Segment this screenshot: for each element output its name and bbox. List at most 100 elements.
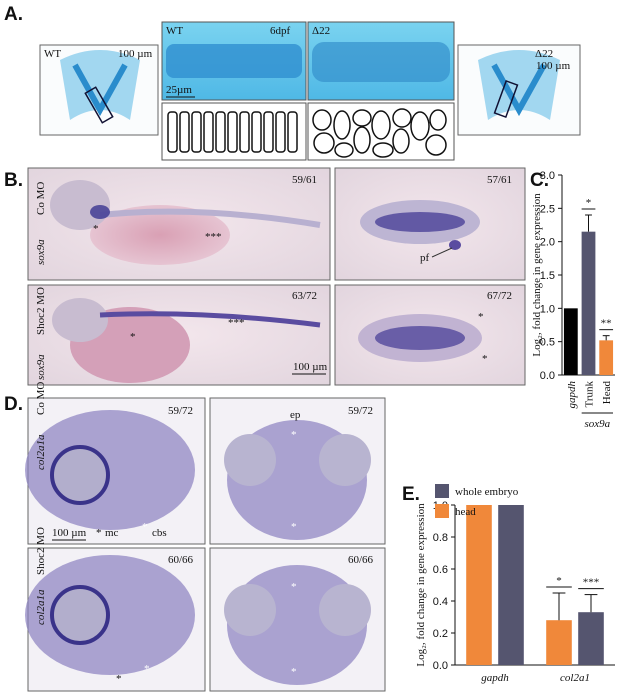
y-tick-label: 0.2	[433, 628, 448, 640]
y-tick-label: 0.0	[433, 660, 448, 672]
selection-box	[84, 86, 114, 124]
ep-label: ep	[290, 409, 301, 421]
count: 59/72	[348, 405, 373, 417]
marker: *	[291, 521, 297, 533]
cell-outlines	[167, 111, 298, 153]
y-tick-label: 0.5	[540, 337, 555, 349]
eye	[50, 585, 110, 645]
marker: *	[291, 581, 297, 593]
bar	[466, 505, 492, 665]
y-tick-label: 0.4	[433, 596, 448, 608]
bar	[599, 340, 614, 375]
y-tick-label: 2.0	[540, 237, 555, 249]
significance: ***	[583, 577, 600, 589]
bar	[498, 505, 524, 665]
count: 59/72	[168, 405, 193, 417]
cartilage	[72, 63, 128, 117]
legend-label: whole embryo	[455, 486, 519, 498]
head	[50, 180, 110, 230]
pointer	[431, 247, 453, 258]
probe: sox9a	[35, 354, 47, 380]
marker: *	[93, 223, 99, 235]
condition: Co MO	[35, 382, 47, 415]
mc-label: mc	[105, 527, 119, 539]
legend-swatch	[435, 504, 449, 518]
y-axis-label: Log₂, fold change in gene expression	[531, 193, 543, 357]
panel-label: C.	[530, 170, 549, 191]
scale-label: 100 µm	[52, 527, 87, 539]
genotype: Δ22	[312, 25, 330, 37]
count: 60/66	[168, 554, 194, 566]
x-tick-label: Trunk	[584, 381, 596, 408]
panel-label: A.	[4, 4, 23, 25]
y-axis-label: Log₂, fold change in gene expression	[415, 503, 427, 667]
condition: Shoc2 MO	[35, 287, 47, 335]
stain	[375, 212, 465, 232]
significance: *	[586, 197, 592, 209]
marker: *	[291, 429, 297, 441]
probe: sox9a	[35, 239, 47, 265]
y-tick-label: 1.0	[540, 303, 555, 315]
genotype: Δ22	[535, 48, 553, 60]
eye	[50, 445, 110, 505]
cbs-label: cbs	[152, 527, 167, 539]
marker: *	[96, 527, 102, 539]
marker: *	[478, 311, 484, 323]
bar	[546, 620, 572, 665]
y-tick-label: 1.5	[540, 270, 555, 282]
bar	[563, 308, 578, 375]
count: 57/61	[487, 174, 512, 186]
x-tick-label: gapdh	[566, 381, 578, 409]
bar	[581, 231, 596, 375]
marker: *	[116, 673, 122, 685]
condition: Shoc2 MO	[35, 527, 47, 575]
panel-label: E.	[402, 484, 420, 505]
significance: *	[556, 575, 562, 587]
count: 63/72	[292, 290, 317, 302]
panel-d: * mc * cbs 100 µm 59/72 col2a1a Co MO ep…	[25, 382, 386, 692]
marker: *	[482, 353, 488, 365]
panel-a: WT 100 µm WT 6dpf 25µm Δ22 Δ22 100 µm	[39, 21, 581, 161]
eye	[224, 434, 276, 486]
y-tick-label: 0.0	[540, 370, 555, 382]
marker: ***	[228, 317, 245, 329]
selection-box	[493, 80, 519, 118]
cartilage	[60, 50, 140, 120]
y-tick-label: 0.8	[433, 532, 448, 544]
count: 60/66	[348, 554, 374, 566]
scale-label: 25µm	[166, 84, 192, 96]
marker: *	[130, 331, 136, 343]
stain	[449, 240, 461, 250]
y-tick-label: 2.5	[540, 203, 555, 215]
marker: *	[291, 666, 297, 678]
probe: col2a1a	[35, 434, 47, 470]
genotype: WT	[166, 25, 183, 37]
yolk	[90, 205, 230, 265]
head	[52, 298, 108, 342]
cell-outlines	[312, 108, 447, 158]
bar	[578, 612, 604, 665]
legend-label: head	[455, 506, 476, 518]
stage: 6dpf	[270, 25, 291, 37]
x-tick-label: gapdh	[481, 672, 509, 684]
panel-b: * *** 59/61 sox9a Co MO pf 57/61 * *** 6…	[27, 167, 526, 386]
scale-label: 100 µm	[118, 48, 153, 60]
y-tick-label: 3.0	[540, 170, 555, 182]
eye	[319, 434, 371, 486]
marker: *	[142, 521, 148, 533]
cartilage	[166, 44, 302, 78]
fin-label: pf	[420, 252, 430, 264]
stain	[99, 311, 321, 328]
significance: **	[601, 318, 612, 330]
condition: Co MO	[35, 182, 47, 215]
drawing-frame	[307, 102, 455, 161]
group-label: sox9a	[584, 418, 610, 430]
x-tick-label: Head	[601, 381, 613, 405]
genotype: WT	[44, 48, 61, 60]
panel-label: D.	[4, 394, 23, 415]
count: 67/72	[487, 290, 512, 302]
scale-label: 100 µm	[293, 361, 328, 373]
probe: col2a1a	[35, 589, 47, 625]
stain	[375, 326, 465, 350]
